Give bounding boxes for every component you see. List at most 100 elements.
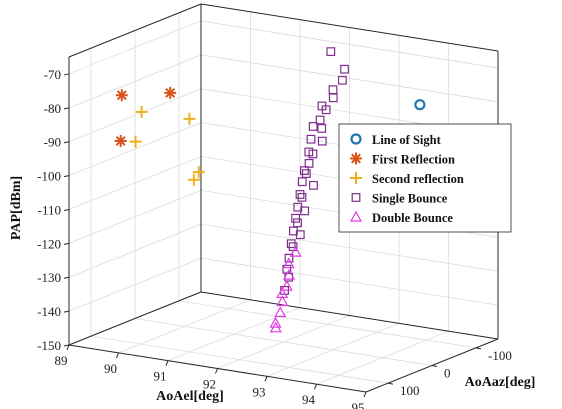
x-tick-mark (264, 376, 268, 382)
axis-edge (68, 291, 202, 346)
legend-entry: First Reflection (350, 152, 455, 167)
z-tick-label: -150 (37, 338, 61, 353)
legend-marker (350, 152, 362, 165)
y-tick-mark (475, 347, 482, 350)
x-tick-label: 91 (154, 369, 167, 384)
data-point (309, 180, 318, 190)
left-wall-gridline-z (68, 257, 202, 312)
data-point (295, 230, 305, 240)
x-tick-mark (116, 352, 119, 359)
x-tick-mark (66, 344, 70, 351)
legend-marker (350, 172, 362, 184)
legend-marker (349, 210, 363, 222)
left-wall-gridline-z (68, 223, 202, 278)
data-point (115, 89, 128, 102)
axis-edge (200, 3, 499, 52)
data-point (282, 268, 296, 280)
z-tick-mark (63, 175, 70, 178)
series-first-reflection (114, 86, 177, 147)
z-tick-label: -80 (44, 101, 61, 116)
legend-label: Second reflection (372, 172, 464, 186)
z-tick-mark (63, 276, 70, 279)
x-axis-title: AoAel[deg] (156, 389, 224, 404)
x-tick-label: 89 (55, 353, 68, 368)
x-tick-label: 93 (253, 384, 266, 399)
data-point (276, 295, 289, 307)
data-point (183, 112, 196, 125)
data-point (340, 64, 349, 74)
left-wall-gridline-z (68, 20, 202, 75)
series-line-of-sight (414, 99, 426, 111)
legend-marker (351, 193, 361, 202)
z-axis-title: PAP[dBm] (9, 176, 24, 240)
legend-entry: Line of Sight (350, 133, 442, 147)
legend-label: Double Bounce (372, 211, 453, 225)
data-point (304, 158, 314, 168)
data-point (337, 75, 347, 85)
data-point (187, 173, 200, 186)
data-point (414, 99, 426, 111)
data-point (289, 245, 302, 257)
z-tick-mark (63, 141, 70, 144)
z-tick-mark (63, 242, 70, 245)
y-tick-mark (387, 382, 394, 385)
data-point (300, 206, 310, 216)
y-tick-label: -100 (488, 348, 512, 363)
data-point (135, 105, 148, 118)
z-tick-label: -110 (38, 202, 61, 217)
data-point (269, 321, 282, 333)
series-double-bounce (269, 245, 302, 333)
y-tick-label: 100 (400, 383, 420, 398)
floor-gridline-y (178, 300, 477, 349)
left-wall-gridline-z (68, 189, 202, 244)
z-tick-mark (63, 73, 70, 76)
data-point (297, 177, 307, 187)
data-point (280, 279, 293, 291)
back-wall-gridline-z (200, 20, 499, 69)
legend-entry: Single Bounce (351, 192, 448, 206)
left-wall-gridline-z (68, 54, 202, 109)
z-tick-mark (63, 208, 70, 211)
x-tick-mark (215, 368, 218, 374)
z-tick-label: -130 (37, 270, 61, 285)
z-tick-label: -140 (37, 304, 61, 319)
data-point (308, 122, 318, 131)
data-point (129, 135, 142, 148)
data-point (274, 306, 287, 318)
data-point (291, 213, 300, 223)
data-point (328, 93, 338, 103)
data-point (269, 316, 282, 328)
back-wall-gridline-z (200, 257, 499, 306)
legend-marker (350, 133, 362, 145)
legend-entry: Double Bounce (349, 210, 453, 225)
data-point (297, 192, 307, 202)
data-point (114, 134, 127, 147)
x-tick-mark (314, 383, 317, 390)
x-tick-label: 95 (352, 400, 365, 409)
data-point (317, 136, 327, 146)
left-wall-gridline-z (68, 156, 202, 210)
data-point (315, 115, 325, 125)
data-point (328, 85, 338, 95)
x-tick-label: 90 (104, 361, 117, 376)
tick-labels: 89 90 91 92 93 94 95 100 0 -100 -70 -80 -90 -100 -110 -… (37, 67, 512, 409)
floor-gridline-y (90, 335, 389, 384)
legend-label: First Reflection (372, 153, 455, 167)
z-tick-mark (63, 107, 70, 110)
data-point (286, 239, 296, 249)
data-point (192, 166, 205, 179)
data-points (114, 47, 426, 333)
back-wall-gridline-z (200, 54, 499, 103)
legend-entry: Second reflection (350, 172, 464, 186)
z-tick-label: -90 (44, 135, 61, 150)
floor-gridline-y (134, 318, 433, 366)
legend-label: Single Bounce (372, 192, 448, 206)
data-point (282, 257, 295, 269)
x-tick-mark (165, 360, 169, 366)
y-tick-label: 0 (444, 366, 451, 381)
data-point (284, 253, 294, 263)
back-wall-gridline-z (200, 223, 499, 272)
y-axis-title: AoAaz[deg] (465, 375, 536, 390)
y-tick-mark (431, 365, 438, 367)
